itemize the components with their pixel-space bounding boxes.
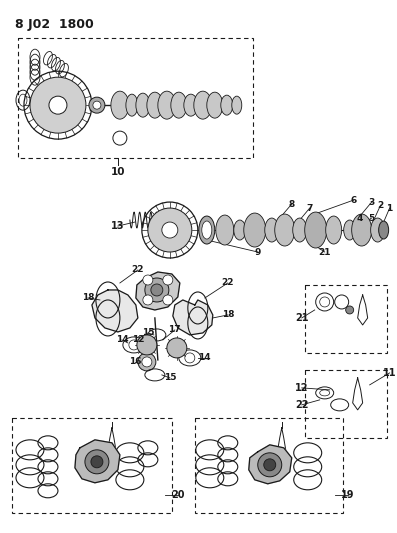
Text: 10: 10 [111, 167, 125, 177]
Text: 13: 13 [111, 221, 125, 231]
Polygon shape [136, 272, 180, 310]
Circle shape [163, 275, 173, 285]
Circle shape [138, 353, 156, 371]
Ellipse shape [147, 92, 163, 118]
Bar [12, 418, 172, 513]
Polygon shape [92, 290, 138, 332]
Polygon shape [249, 445, 292, 484]
Ellipse shape [379, 221, 389, 239]
Text: 12: 12 [295, 383, 308, 393]
Ellipse shape [136, 93, 150, 117]
Text: 3: 3 [368, 198, 375, 207]
Circle shape [85, 450, 109, 474]
Circle shape [162, 222, 178, 238]
Ellipse shape [293, 218, 307, 242]
Text: 22: 22 [132, 265, 144, 274]
Ellipse shape [326, 216, 342, 244]
Ellipse shape [194, 91, 212, 119]
Circle shape [137, 335, 157, 355]
Circle shape [258, 453, 282, 477]
Ellipse shape [111, 91, 129, 119]
Ellipse shape [171, 92, 187, 118]
Text: 1: 1 [387, 204, 393, 213]
Bar [305, 285, 387, 353]
Ellipse shape [352, 214, 372, 246]
Circle shape [93, 101, 101, 109]
Circle shape [346, 306, 354, 314]
Ellipse shape [275, 214, 295, 246]
Ellipse shape [207, 92, 223, 118]
Ellipse shape [199, 216, 215, 244]
Circle shape [91, 456, 103, 468]
Circle shape [145, 278, 169, 302]
Ellipse shape [265, 218, 279, 242]
Ellipse shape [216, 215, 234, 245]
Text: 19: 19 [341, 490, 355, 500]
Circle shape [142, 357, 152, 367]
Circle shape [30, 77, 86, 133]
Ellipse shape [371, 218, 385, 242]
Ellipse shape [344, 220, 356, 240]
Text: 17: 17 [168, 326, 181, 334]
Text: 16: 16 [129, 358, 141, 366]
Circle shape [89, 97, 105, 113]
Polygon shape [173, 300, 213, 335]
Circle shape [163, 295, 173, 305]
Circle shape [264, 459, 276, 471]
Ellipse shape [126, 94, 138, 116]
Text: 22: 22 [222, 278, 234, 287]
Polygon shape [75, 440, 120, 483]
Circle shape [143, 295, 153, 305]
Circle shape [167, 338, 187, 358]
Text: 20: 20 [171, 490, 185, 500]
Ellipse shape [234, 220, 246, 240]
Text: 8: 8 [289, 199, 295, 208]
Text: 18: 18 [82, 294, 94, 302]
Text: 15: 15 [142, 328, 154, 337]
Circle shape [148, 208, 192, 252]
Text: 8 J02  1800: 8 J02 1800 [15, 18, 94, 31]
Circle shape [151, 284, 163, 296]
Text: 15: 15 [164, 374, 176, 382]
Text: 9: 9 [254, 247, 261, 256]
Circle shape [143, 275, 153, 285]
Text: 22: 22 [295, 400, 308, 410]
Ellipse shape [202, 221, 212, 239]
Ellipse shape [221, 95, 233, 115]
Text: 6: 6 [351, 196, 357, 205]
Text: 14: 14 [116, 335, 128, 344]
Text: 18: 18 [222, 310, 234, 319]
Text: 12: 12 [132, 335, 144, 344]
Ellipse shape [305, 212, 327, 248]
Text: 14: 14 [198, 353, 211, 362]
Text: 5: 5 [368, 214, 375, 223]
Ellipse shape [158, 91, 176, 119]
Bar [305, 370, 387, 438]
Text: 4: 4 [357, 214, 363, 223]
Circle shape [49, 96, 67, 114]
Text: 2: 2 [378, 200, 384, 209]
Bar [18, 38, 253, 158]
Ellipse shape [184, 94, 198, 116]
Text: 11: 11 [383, 368, 396, 378]
Text: 21: 21 [318, 247, 331, 256]
Ellipse shape [232, 96, 242, 114]
Ellipse shape [244, 213, 266, 247]
Text: 7: 7 [306, 204, 313, 213]
Text: 21: 21 [295, 313, 308, 323]
Bar [195, 418, 343, 513]
